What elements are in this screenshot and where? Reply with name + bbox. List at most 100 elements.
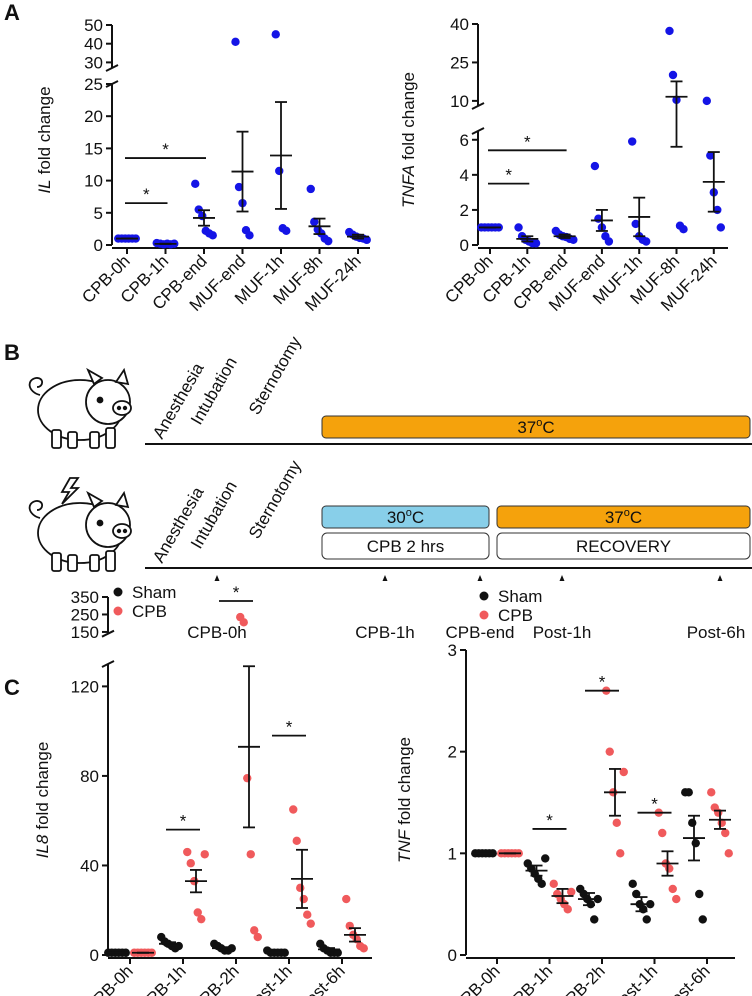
data-point [631, 219, 640, 229]
y-tick-label: 0 [94, 236, 103, 255]
error-bar [323, 947, 335, 952]
significance-label: * [524, 132, 531, 151]
data-point [250, 926, 259, 935]
significance-label: * [286, 718, 293, 737]
timepoint-label: CPB-end [446, 623, 515, 642]
data-point [619, 767, 628, 777]
error-bar [707, 151, 720, 213]
y-tick-label: 2 [460, 201, 469, 220]
significance-label: * [599, 673, 606, 692]
legend-marker [479, 591, 489, 601]
data-point [688, 818, 697, 828]
y-tick-label: 10 [450, 92, 469, 111]
y-tick-label: 150 [71, 623, 99, 642]
data-point [668, 70, 678, 80]
temperature-value: 37 [517, 418, 536, 437]
legend-marker [113, 606, 123, 616]
error-bar [530, 864, 543, 877]
data-point [200, 850, 209, 859]
data-point [234, 182, 244, 192]
data-point [246, 850, 255, 859]
data-point [721, 828, 730, 838]
y-tick-label: 0 [448, 946, 457, 965]
temperature-unit: C [542, 418, 554, 437]
x-tick-label: CPB-2h [187, 961, 243, 996]
data-point [695, 889, 704, 899]
data-point [616, 849, 625, 858]
error-bar [270, 950, 282, 954]
y-axis-label: IL fold change [35, 86, 54, 193]
y-tick-label: 350 [71, 588, 99, 607]
phase-box [496, 532, 751, 560]
axis-break [101, 660, 115, 668]
error-bar [236, 130, 249, 213]
error-bar [556, 888, 569, 905]
data-point [590, 915, 599, 924]
data-point [362, 235, 371, 245]
data-point [231, 37, 240, 47]
y-axis-label-italic: TNFA [399, 165, 418, 208]
data-point [706, 151, 715, 160]
y-axis-label-italic: IL8 [33, 834, 52, 858]
data-point [569, 235, 578, 244]
data-point [628, 879, 637, 889]
x-tick-label: Post-6h [659, 961, 714, 996]
data-point [698, 915, 707, 924]
data-point [197, 914, 206, 924]
y-tick-label: 4 [460, 166, 469, 185]
x-tick-label: CPB-1h [134, 961, 190, 996]
y-tick-label: 30 [84, 53, 103, 72]
y-tick-label: 25 [450, 53, 469, 72]
data-point [282, 226, 291, 236]
temperature-label: 37oC [605, 507, 642, 527]
legend-label: CPB [132, 602, 167, 621]
x-tick-label: CPB-2h [553, 961, 609, 996]
data-point [514, 223, 523, 232]
panel-label: B [4, 340, 20, 365]
error-bar [352, 233, 364, 240]
data-point [253, 932, 262, 942]
data-point [359, 944, 368, 953]
phase-box [321, 532, 490, 560]
error-bar [313, 217, 326, 235]
error-bar [583, 892, 595, 907]
y-tick-label: 1 [448, 844, 457, 863]
temperature-label: 37oC [517, 417, 554, 437]
data-point [639, 905, 648, 914]
significance-label: * [651, 795, 658, 814]
y-tick-label: 80 [80, 767, 99, 786]
data-point [299, 894, 308, 904]
data-point [658, 828, 667, 838]
data-point [193, 908, 202, 917]
panel-label: C [4, 675, 20, 700]
y-axis-label-italic: IL [35, 179, 54, 193]
data-point [672, 894, 681, 904]
data-point [324, 236, 333, 246]
y-tick-label: 250 [71, 605, 99, 624]
x-tick-label: Post-6h [294, 961, 349, 996]
y-tick-label: 10 [84, 172, 103, 191]
data-point [303, 910, 312, 919]
error-bar [688, 814, 700, 862]
y-axis-label-text: fold change [33, 742, 52, 830]
significance-label: * [546, 811, 553, 830]
error-bar [595, 209, 608, 232]
axis-break [471, 102, 485, 110]
data-point [289, 805, 298, 814]
error-bar [190, 869, 202, 894]
error-bar [633, 196, 646, 238]
x-tick-label: Post-1h [606, 961, 661, 996]
data-point [531, 239, 541, 248]
error-bar [349, 927, 361, 943]
data-point [679, 225, 688, 234]
data-point [333, 948, 342, 957]
temperature-degree: o [624, 507, 630, 519]
error-bar [296, 848, 308, 909]
data-point [716, 223, 725, 232]
timepoint-marker [382, 575, 388, 581]
data-point [271, 30, 280, 39]
timepoint-marker [717, 575, 723, 581]
y-axis-label-text: fold change [35, 86, 54, 174]
data-point [186, 859, 195, 868]
temperature-value: 30 [387, 508, 406, 527]
